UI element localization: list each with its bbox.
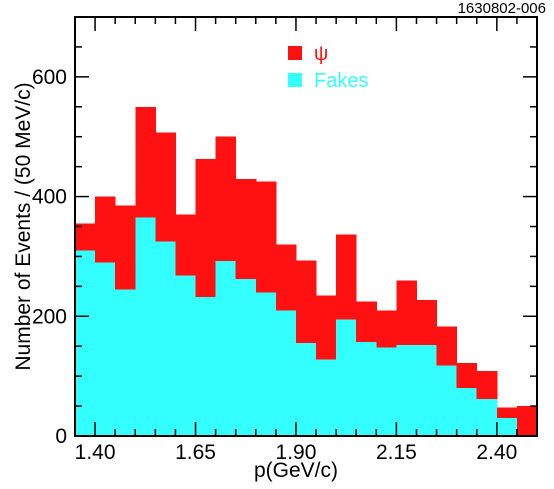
y-axis-label: Number of Events / (50 MeV/c) — [12, 82, 35, 370]
x-tick-label: 1.40 — [75, 441, 116, 464]
bar-fakes — [235, 279, 257, 436]
bar-psi — [75, 223, 96, 251]
bar-psi — [496, 407, 518, 419]
bar-fakes — [416, 345, 438, 436]
bar-psi — [516, 406, 538, 436]
bar-psi — [476, 370, 498, 399]
bar-fakes — [476, 398, 498, 436]
legend-label: Fakes — [314, 70, 368, 92]
bar-fakes — [316, 359, 337, 436]
legend-swatch — [288, 73, 302, 87]
x-tick-label: 2.40 — [476, 441, 517, 464]
bar-psi — [456, 362, 478, 389]
bar-fakes — [135, 217, 156, 436]
bar-psi — [235, 179, 257, 280]
bar-psi — [95, 196, 116, 263]
bar-psi — [436, 326, 458, 366]
bar-psi — [175, 214, 197, 276]
y-tick-label: 600 — [32, 66, 67, 89]
y-tick-label: 0 — [55, 425, 67, 448]
bar-psi — [215, 136, 237, 262]
bar-fakes — [396, 345, 417, 436]
legend-swatch — [288, 46, 302, 60]
bar-psi — [195, 158, 217, 298]
bar-fakes — [356, 342, 377, 436]
bar-fakes — [95, 262, 116, 436]
bar-fakes — [75, 250, 96, 436]
bar-psi — [336, 234, 357, 320]
bar-psi — [295, 260, 317, 344]
bar-psi — [396, 280, 417, 346]
x-axis-label: p(GeV/c) — [254, 459, 338, 482]
figure-id-label: 1630802-006 — [457, 0, 546, 17]
x-tick-label: 1.90 — [276, 441, 317, 464]
bar-fakes — [436, 365, 458, 436]
bar-fakes — [336, 319, 357, 436]
bar-psi — [275, 244, 297, 311]
bar-fakes — [255, 292, 277, 436]
bar-fakes — [175, 275, 197, 436]
bar-fakes — [195, 297, 217, 436]
bar-fakes — [295, 343, 317, 436]
bar-psi — [416, 300, 438, 346]
bar-fakes — [456, 388, 478, 436]
y-tick-label: 200 — [32, 305, 67, 328]
bar-fakes — [215, 261, 237, 436]
bar-psi — [255, 181, 277, 293]
bar-psi — [155, 132, 176, 242]
bar-psi — [115, 205, 136, 290]
legend-label: ψ — [314, 43, 328, 65]
x-tick-label: 1.65 — [175, 441, 216, 464]
bar-fakes — [115, 289, 136, 436]
bar-psi — [376, 310, 397, 348]
bar-fakes — [275, 310, 297, 436]
bar-fakes — [376, 347, 397, 436]
bar-psi — [316, 295, 337, 360]
bar-psi — [356, 301, 377, 343]
bar-fakes — [496, 418, 518, 436]
bar-fakes — [155, 241, 176, 436]
bar-psi — [135, 106, 156, 218]
y-tick-label: 400 — [32, 186, 67, 209]
x-tick-label: 2.15 — [376, 441, 417, 464]
